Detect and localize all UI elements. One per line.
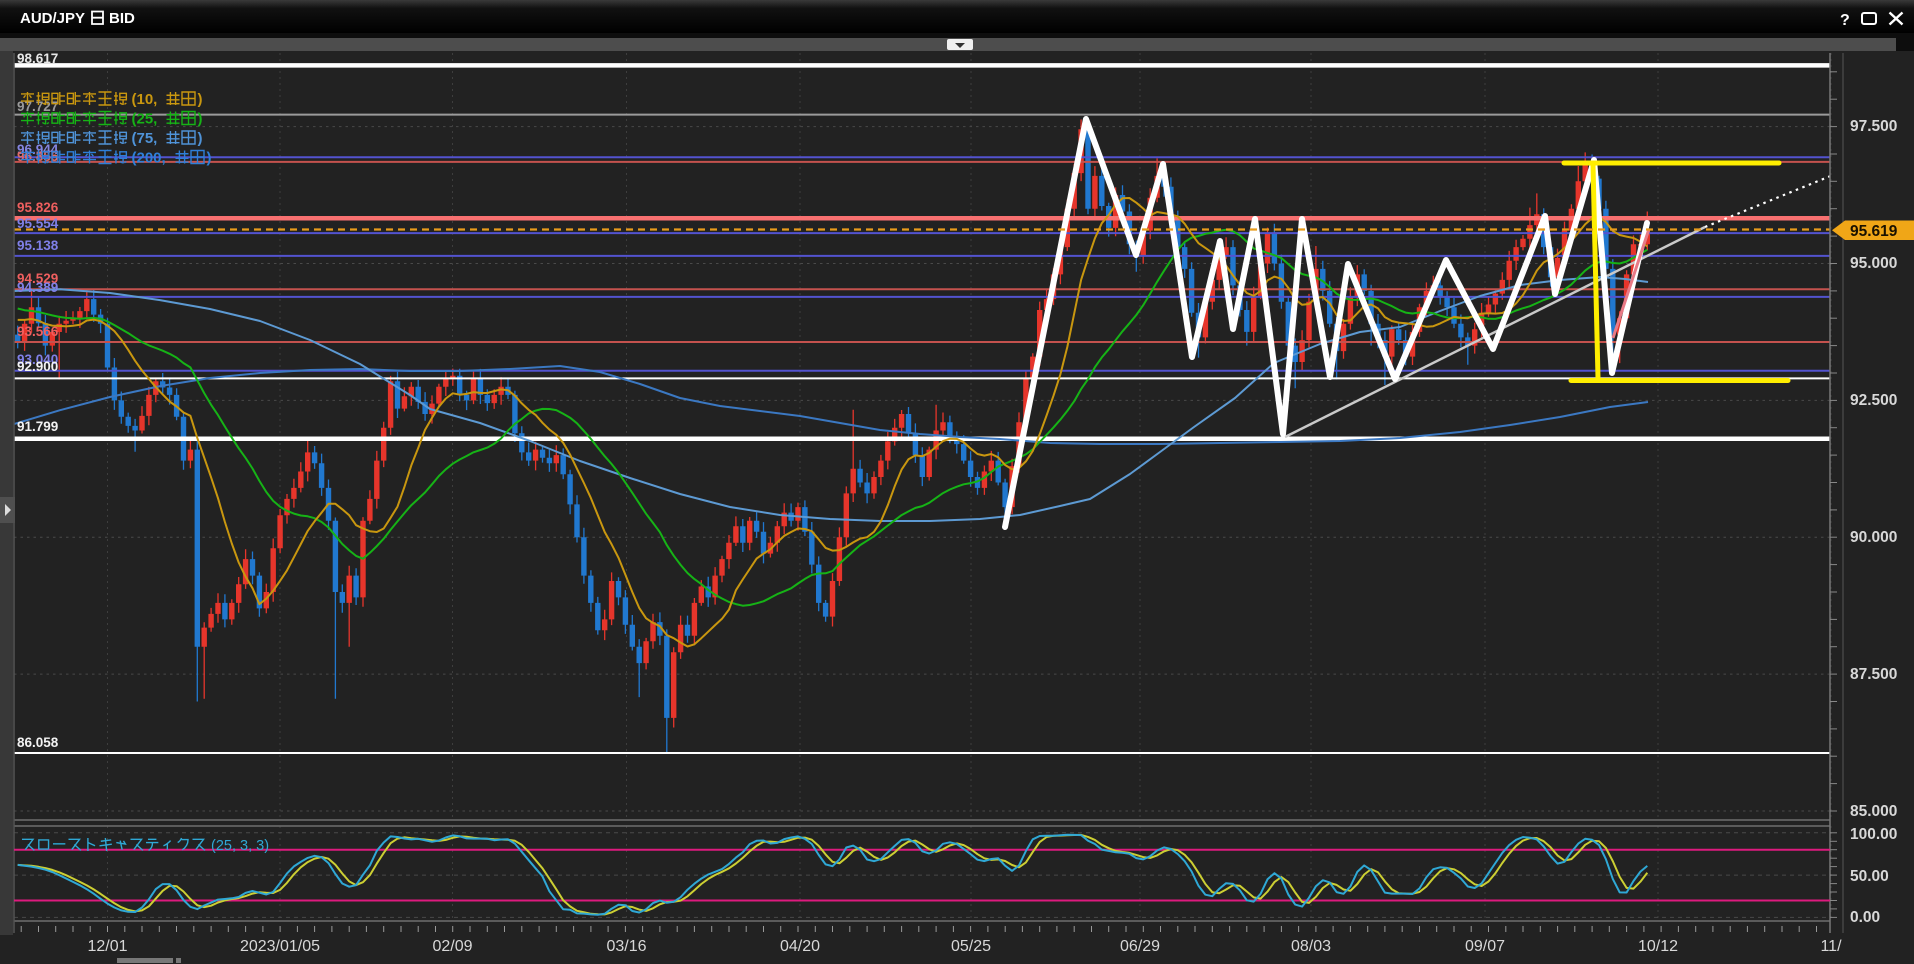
svg-text:09/07: 09/07 bbox=[1465, 938, 1505, 955]
svg-text:95.554: 95.554 bbox=[17, 216, 59, 231]
svg-text:97.500: 97.500 bbox=[1850, 118, 1897, 135]
svg-text:02/09: 02/09 bbox=[432, 938, 472, 955]
svg-text:): ) bbox=[198, 91, 203, 108]
svg-text:2023/01/05: 2023/01/05 bbox=[240, 938, 320, 955]
svg-text:93.040: 93.040 bbox=[17, 352, 58, 367]
svg-text:BID: BID bbox=[109, 10, 135, 27]
svg-text:12/01: 12/01 bbox=[87, 938, 127, 955]
svg-text:92.500: 92.500 bbox=[1850, 392, 1897, 409]
svg-text:(25, 3, 3): (25, 3, 3) bbox=[211, 838, 269, 854]
svg-text:(75,: (75, bbox=[132, 130, 158, 147]
svg-text:100.00: 100.00 bbox=[1850, 826, 1897, 843]
svg-text:(10,: (10, bbox=[132, 91, 158, 108]
svg-text:95.619: 95.619 bbox=[1850, 223, 1898, 240]
svg-text:03/16: 03/16 bbox=[606, 938, 646, 955]
svg-text:94.389: 94.389 bbox=[17, 280, 58, 295]
svg-text:): ) bbox=[198, 130, 203, 147]
svg-text:): ) bbox=[207, 150, 212, 167]
svg-text:90.000: 90.000 bbox=[1850, 529, 1897, 546]
svg-text:08/03: 08/03 bbox=[1291, 938, 1331, 955]
svg-text:AUD/JPY: AUD/JPY bbox=[20, 10, 85, 27]
svg-text:93.566: 93.566 bbox=[17, 324, 59, 339]
svg-text:95.138: 95.138 bbox=[17, 238, 59, 253]
svg-text:98.617: 98.617 bbox=[17, 51, 58, 66]
svg-text:87.500: 87.500 bbox=[1850, 666, 1897, 683]
svg-text:04/20: 04/20 bbox=[780, 938, 820, 955]
svg-text:(200,: (200, bbox=[132, 150, 166, 167]
svg-text:85.000: 85.000 bbox=[1850, 803, 1897, 820]
svg-text:50.00: 50.00 bbox=[1850, 868, 1889, 885]
svg-text:11/: 11/ bbox=[1820, 938, 1842, 955]
svg-text:?: ? bbox=[1840, 12, 1850, 29]
svg-text:94.529: 94.529 bbox=[17, 271, 58, 286]
svg-text:95.826: 95.826 bbox=[17, 200, 59, 215]
svg-text:(25,: (25, bbox=[132, 111, 158, 128]
svg-text:0.00: 0.00 bbox=[1850, 909, 1880, 926]
svg-text:86.058: 86.058 bbox=[17, 735, 59, 750]
svg-text:05/25: 05/25 bbox=[951, 938, 991, 955]
svg-text:91.799: 91.799 bbox=[17, 419, 58, 434]
svg-text:92.900: 92.900 bbox=[17, 359, 58, 374]
svg-text:): ) bbox=[198, 111, 203, 128]
svg-text:06/29: 06/29 bbox=[1120, 938, 1160, 955]
svg-text:10/12: 10/12 bbox=[1638, 938, 1678, 955]
svg-text:95.000: 95.000 bbox=[1850, 255, 1897, 272]
